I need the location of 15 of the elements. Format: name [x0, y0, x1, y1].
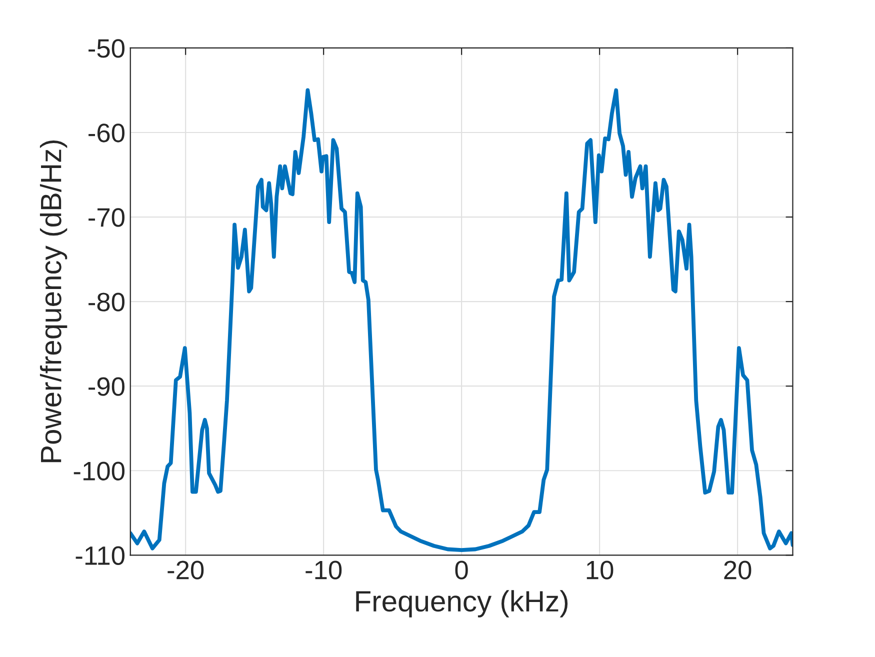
y-tick-label: -70 [88, 208, 124, 227]
x-tick-label: 0 [455, 560, 468, 580]
y-tick-label: -100 [74, 462, 124, 480]
y-tick-label: -60 [88, 124, 124, 142]
x-tick-label: 10 [586, 560, 614, 580]
y-tick-label: -110 [76, 546, 124, 565]
x-axis-title: Frequency (kHz) [356, 590, 568, 618]
y-tick-label: -50 [88, 39, 124, 58]
x-tick-label: -20 [168, 560, 204, 580]
y-tick-label: -80 [88, 292, 124, 312]
y-axis-title: Power/frequency (dB/Hz) [40, 140, 68, 462]
line-series [130, 88, 793, 552]
x-tick-label: 20 [724, 560, 752, 580]
x-tick-label: -10 [306, 560, 342, 580]
y-tick-label: -90 [88, 377, 124, 396]
